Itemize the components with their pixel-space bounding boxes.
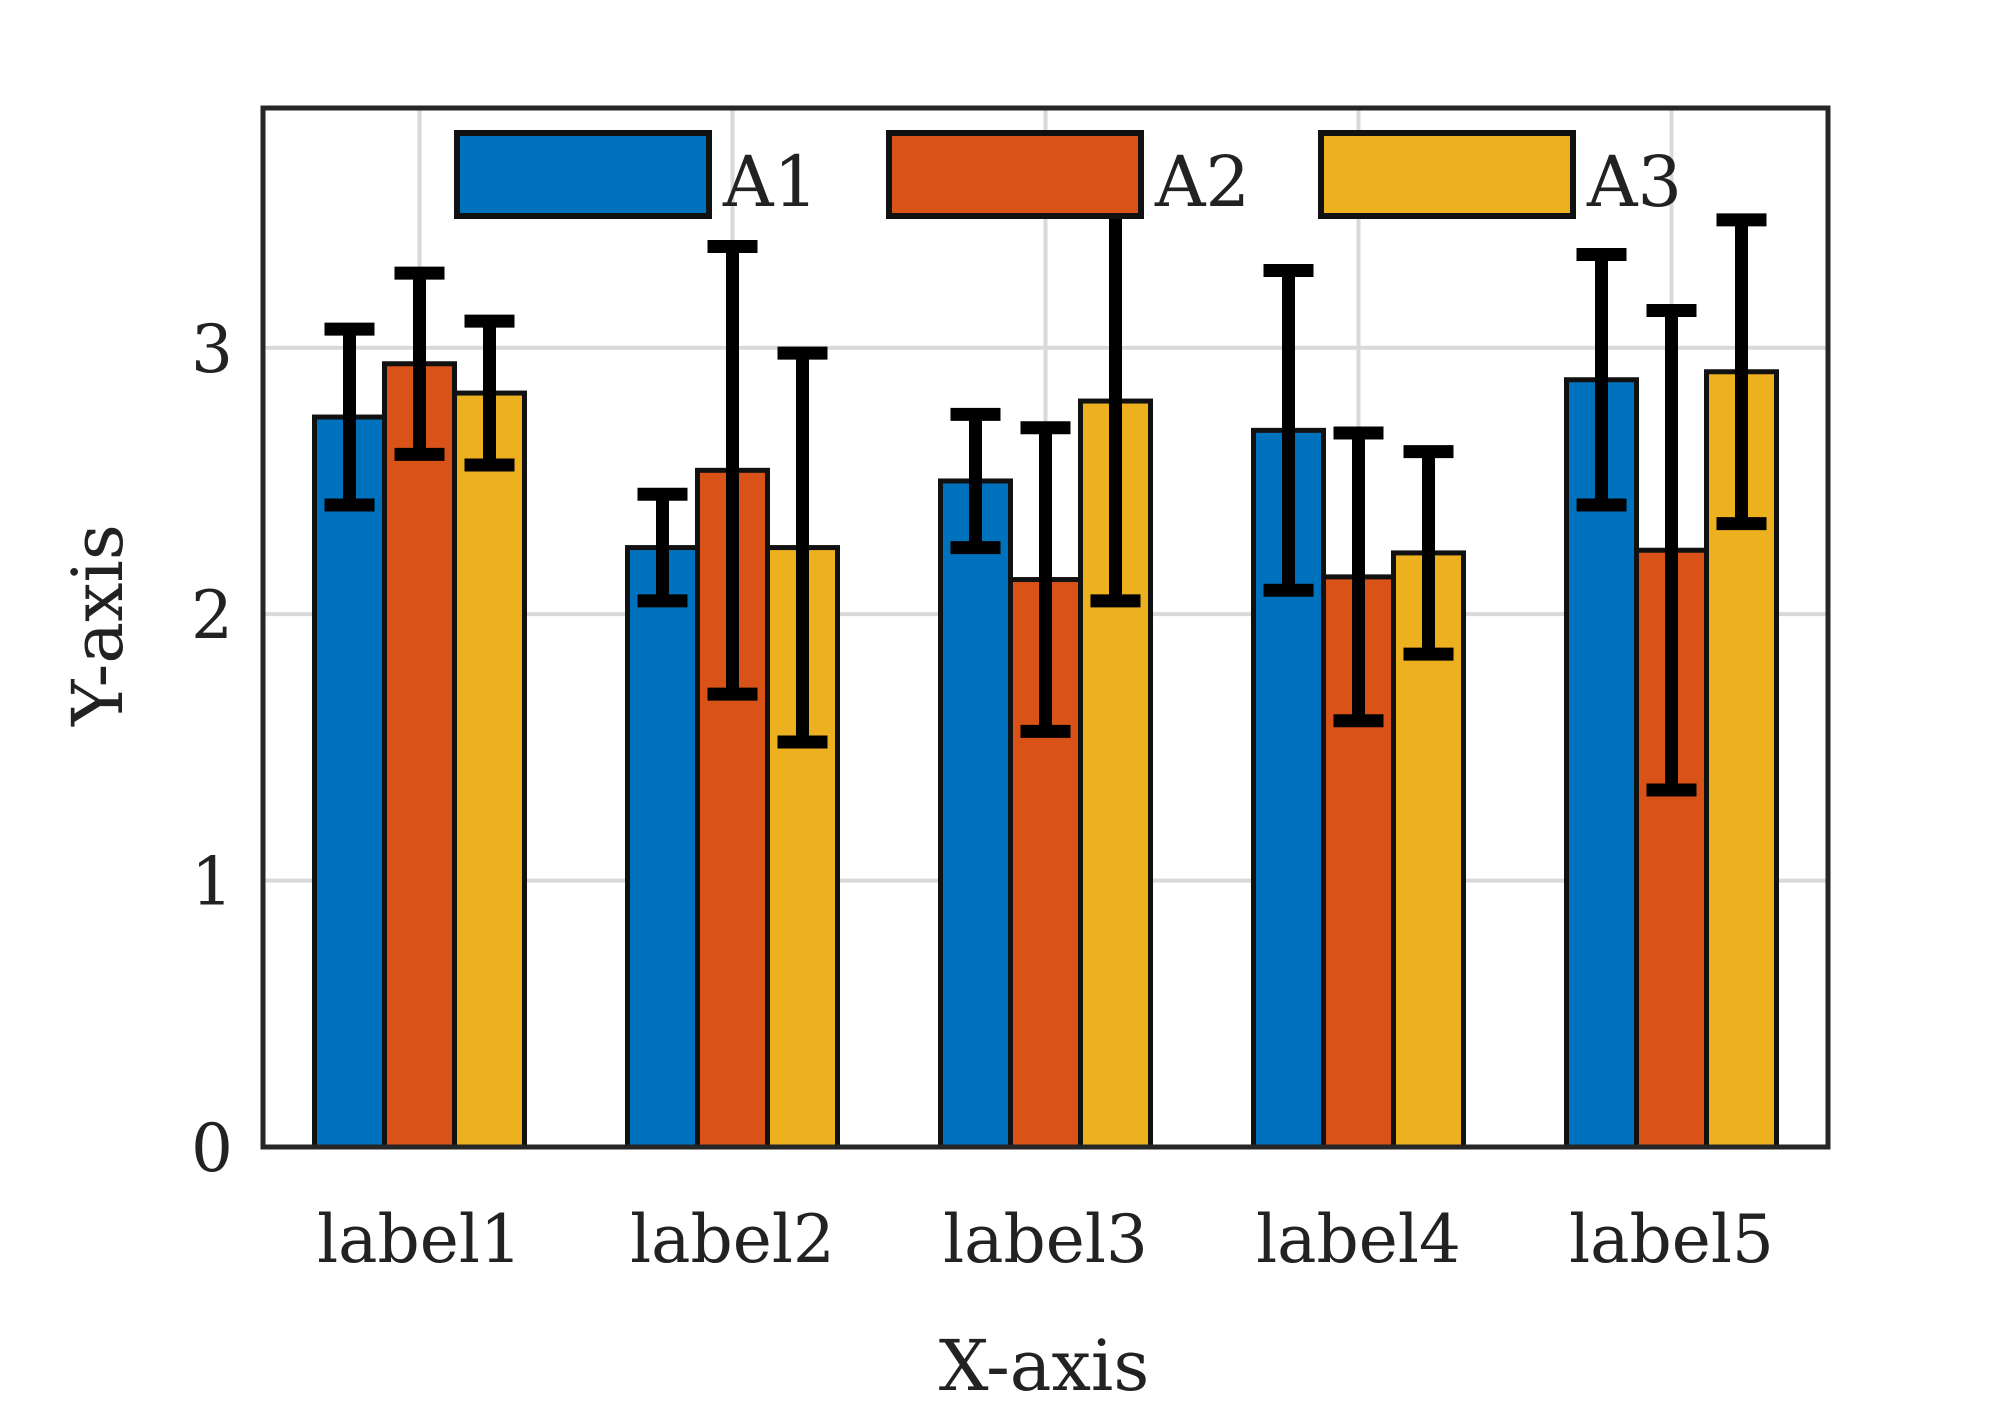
- x-tick-label-label4: label4: [1256, 1201, 1461, 1278]
- y-tick-labels: 0 1 2 3: [191, 311, 233, 1187]
- error-bar-a1-label4: [1263, 264, 1314, 597]
- error-bar-a1-label2: [637, 487, 688, 608]
- bar-a1-label2: [625, 545, 700, 1150]
- bar-a3-label1: [452, 390, 527, 1150]
- error-bar-a1-label1: [324, 322, 375, 512]
- error-bar-a2-label4: [1333, 426, 1384, 728]
- legend-swatch-a3: [1318, 130, 1576, 219]
- legend-label-a1: A1: [722, 141, 818, 223]
- error-bar-a3-label1: [464, 314, 515, 472]
- legend-label-a3: A3: [1586, 141, 1682, 223]
- y-axis-label: Y-axis: [57, 524, 139, 727]
- bar-a2-label1: [382, 361, 457, 1150]
- legend-swatch-a2: [886, 130, 1144, 219]
- x-tick-label-label5: label5: [1569, 1201, 1774, 1278]
- plot-frame: [260, 105, 1831, 1150]
- error-bar-a3-label2: [777, 346, 828, 749]
- legend-label-a2: A2: [1154, 141, 1250, 223]
- y-tick-label-1: 1: [191, 844, 233, 921]
- error-bar-a2-label2: [707, 240, 758, 701]
- legend: A1 A2 A3: [454, 130, 1682, 223]
- error-bar-a1-label5: [1576, 248, 1627, 512]
- error-bar-a2-label3: [1020, 421, 1071, 738]
- y-tick-label-2: 2: [191, 577, 233, 654]
- y-tick-label-3: 3: [191, 311, 233, 388]
- error-bar-a3-label5: [1716, 213, 1767, 531]
- legend-entry-a3: A3: [1318, 130, 1682, 223]
- legend-entry-a2: A2: [886, 130, 1250, 223]
- x-tick-label-label3: label3: [943, 1201, 1148, 1278]
- bar-a1-label3: [938, 478, 1013, 1150]
- bar-a1-label1: [312, 414, 387, 1150]
- error-bars: [324, 194, 1767, 797]
- y-tick-label-0: 0: [191, 1110, 233, 1187]
- error-bar-a2-label1: [394, 266, 445, 461]
- x-tick-label-label1: label1: [317, 1201, 522, 1278]
- legend-entry-a1: A1: [454, 130, 818, 223]
- error-bar-a2-label5: [1646, 303, 1697, 797]
- x-tick-label-label2: label2: [630, 1201, 835, 1278]
- legend-swatch-a1: [454, 130, 712, 219]
- x-tick-labels: label1 label2 label3 label4 label5: [317, 1201, 1774, 1278]
- error-bar-a1-label3: [950, 407, 1001, 555]
- error-bar-a3-label4: [1403, 445, 1454, 661]
- x-axis-label: X-axis: [939, 1325, 1150, 1407]
